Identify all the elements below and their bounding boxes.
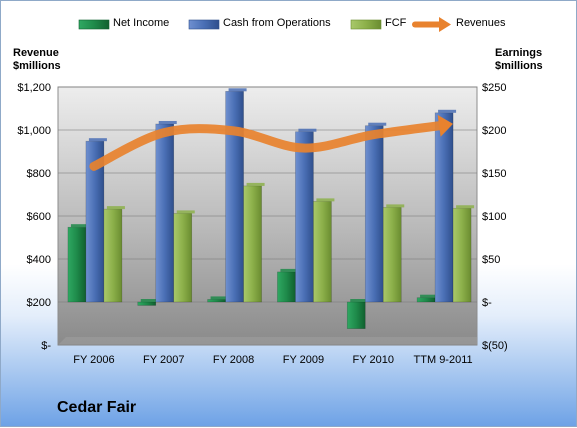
cash-from-operations-bar-top <box>298 128 317 132</box>
net-income-bar <box>207 299 226 303</box>
plot-floor <box>58 337 477 345</box>
fcf-bar <box>173 213 193 303</box>
cash-from-operations-bar <box>434 112 454 303</box>
fcf-bar-top <box>106 206 125 210</box>
category-label: TTM 9-2011 <box>414 354 473 366</box>
cash-from-operations-bar-top <box>368 122 387 126</box>
right-tick-label: $250 <box>482 82 506 94</box>
right-tick-label: $(50) <box>482 340 508 352</box>
revenues-line <box>89 120 448 171</box>
fcf-bar <box>243 185 262 303</box>
fcf-bar <box>313 201 332 303</box>
fcf-bar-top <box>456 205 475 209</box>
net-income-bar <box>67 226 87 303</box>
fcf-bar-top <box>316 198 335 202</box>
left-tick-label: $600 <box>27 211 51 223</box>
net-income-bar-top <box>140 299 159 302</box>
company-name: Cedar Fair <box>57 399 137 416</box>
cash-from-operations-bar-top <box>158 120 177 124</box>
cash-from-operations-bar-top <box>88 138 107 142</box>
right-axis-title-line2: $millions <box>495 60 543 72</box>
fcf-bar-top <box>176 210 195 214</box>
right-axis-title-line1: Earnings <box>495 47 543 59</box>
right-tick-label: $100 <box>482 211 506 223</box>
right-tick-label: $- <box>482 297 492 309</box>
net-income-bar <box>137 301 157 306</box>
left-tick-label: $200 <box>27 297 51 309</box>
cash-from-operations-bar <box>295 131 314 303</box>
left-tick-label: $1,000 <box>17 125 51 137</box>
fcf-bar-top <box>386 204 405 208</box>
revenues-arrowhead <box>437 114 453 137</box>
legend-net-income-label: Net Income <box>113 17 170 29</box>
category-label: FY 2007 <box>143 354 184 366</box>
net-income-bar-top <box>350 299 369 302</box>
fcf-bar-top <box>246 182 265 186</box>
cash-from-operations-bar <box>225 91 244 303</box>
net-income-bar <box>277 271 296 303</box>
net-income-bar-top <box>420 294 439 298</box>
net-income-bar-top <box>70 224 89 228</box>
legend-revenues-label: Revenues <box>456 17 506 29</box>
legend-revenues-arrow-icon <box>439 17 451 32</box>
net-income-bar-top <box>280 268 299 272</box>
fcf-bar <box>382 207 402 303</box>
left-axis-title: Revenue $millions <box>13 47 61 73</box>
category-label: FY 2010 <box>353 354 394 366</box>
legend-net-income-swatch <box>78 19 110 30</box>
cash-from-operations-bar-top <box>228 88 247 92</box>
left-tick-label: $800 <box>27 168 51 180</box>
left-axis-title-line2: $millions <box>13 60 61 72</box>
left-tick-label: $400 <box>27 254 51 266</box>
right-tick-label: $200 <box>482 125 506 137</box>
left-tick-label: $1,200 <box>17 82 51 94</box>
fcf-bar <box>452 207 472 303</box>
cash-from-operations-bar-top <box>438 109 457 113</box>
cash-from-operations-bar <box>155 123 175 303</box>
category-label: FY 2008 <box>213 354 254 366</box>
legend-fcf-swatch <box>350 19 382 30</box>
fcf-bar <box>103 208 123 303</box>
legend-cash-swatch <box>188 19 220 30</box>
right-tick-label: $50 <box>482 254 500 266</box>
legend-fcf-label: FCF <box>385 17 407 29</box>
right-tick-label: $150 <box>482 168 506 180</box>
category-label: FY 2009 <box>283 354 324 366</box>
cash-from-operations-bar <box>364 125 384 303</box>
right-axis-title: Earnings $millions <box>495 47 543 73</box>
net-income-bar-top <box>210 296 229 300</box>
category-label: FY 2006 <box>73 354 114 366</box>
legend-cash-label: Cash from Operations <box>223 17 331 29</box>
net-income-bar <box>346 301 366 329</box>
net-income-bar <box>416 297 436 303</box>
left-tick-label: $- <box>41 340 51 352</box>
left-axis-title-line1: Revenue <box>13 47 59 59</box>
